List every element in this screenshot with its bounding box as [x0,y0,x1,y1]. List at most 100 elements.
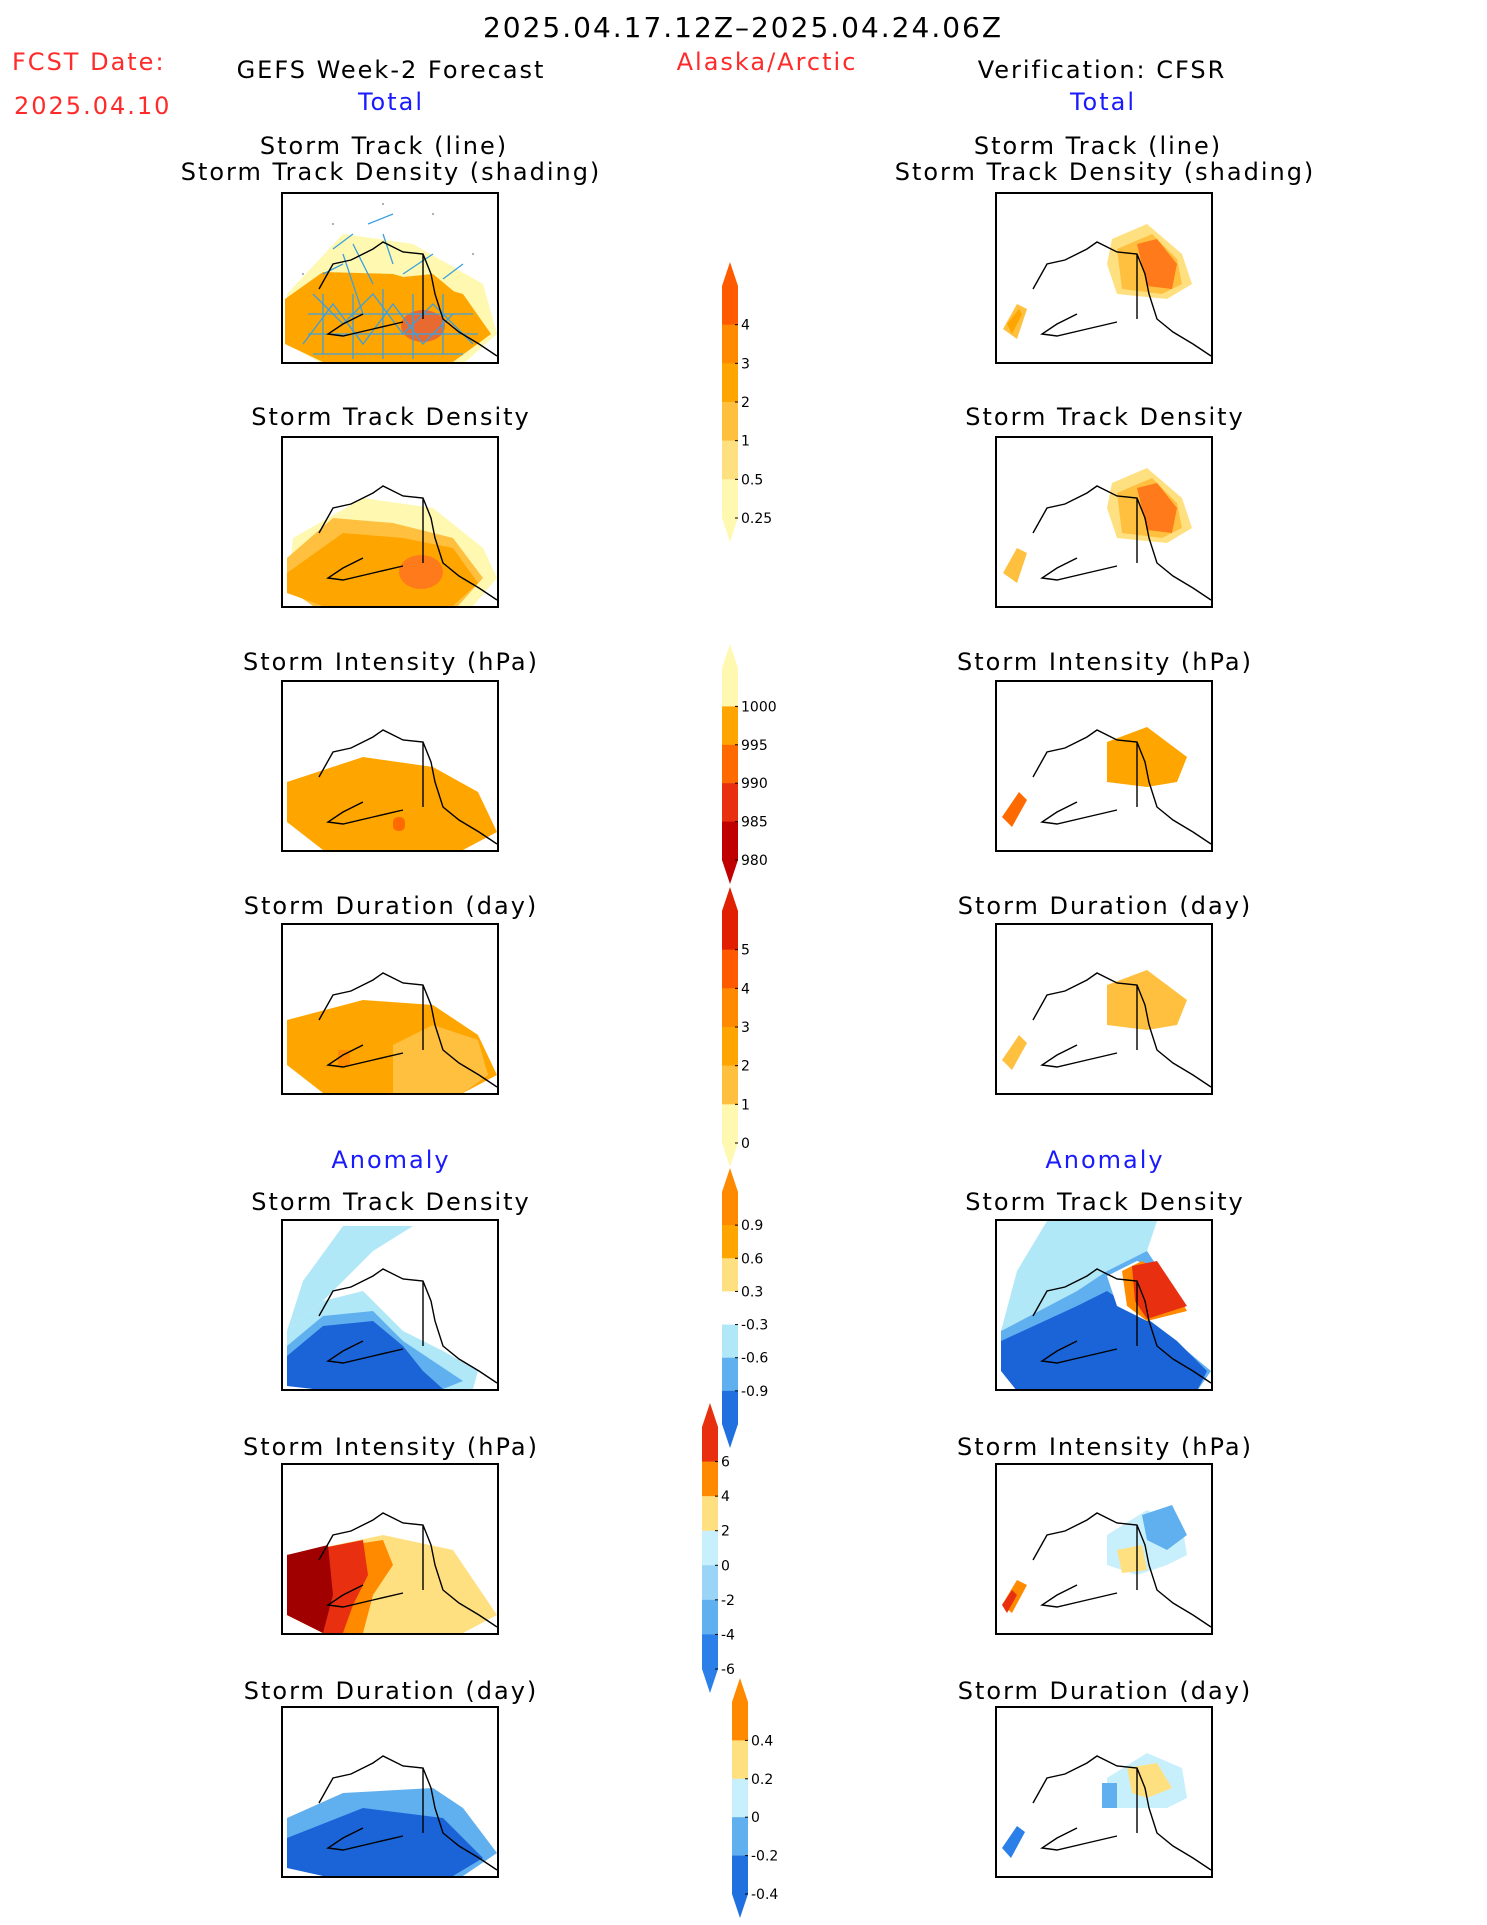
anom_intensity-colorbar-segment [702,1565,718,1601]
left-p5-title: Storm Track Density [251,1188,531,1216]
anom_duration-colorbar-top-arrow [732,1678,748,1702]
density-colorbar-segment [722,363,738,403]
anom_density-colorbar-label: -0.9 [741,1384,768,1400]
anom_intensity-colorbar-segment [702,1634,718,1670]
map-forecast-density [281,436,499,608]
anom_density-colorbar-label: 0.9 [741,1218,763,1234]
right-p5-title: Storm Track Density [965,1188,1245,1216]
density-colorbar-segment [722,286,738,326]
colorbar-intensity: 1000 995 990 985 980 [710,644,830,884]
anom_duration-colorbar-label: 0.2 [751,1772,773,1788]
fcst-date-value: 2025.04.10 [14,92,172,120]
duration-colorbar-segment [722,1104,738,1144]
anom_density-colorbar-segment [722,1324,738,1359]
anom_density-colorbar-label: -0.3 [741,1318,768,1334]
anom_duration-colorbar-label: 0.4 [751,1733,773,1749]
anom_density-colorbar-label: -0.6 [741,1351,768,1367]
map-forecast-intensity [281,680,499,852]
anom_intensity-colorbar-label: 4 [721,1489,730,1505]
anom_density-colorbar-segment [722,1390,738,1425]
anom_density-colorbar-top-arrow [722,1168,738,1192]
anom_duration-colorbar-segment [732,1855,748,1895]
duration-colorbar-label: 2 [741,1059,750,1075]
left-anomaly-heading: Anomaly [331,1146,451,1174]
anom_density-colorbar-label: 0.3 [741,1284,763,1300]
duration-colorbar-label: 4 [741,981,750,997]
left-section-total: Total [357,88,425,116]
left-p6-title: Storm Intensity (hPa) [243,1433,539,1461]
anom_intensity-colorbar-label: 6 [721,1455,730,1471]
left-p3-title: Storm Intensity (hPa) [243,648,539,676]
anom_intensity-colorbar-segment [702,1427,718,1463]
left-p4-title: Storm Duration (day) [243,892,539,920]
intensity-colorbar-label: 980 [741,853,768,869]
density-colorbar-segment [722,479,738,519]
density-colorbar-segment [722,440,738,480]
anom_duration-colorbar-label: -0.2 [751,1849,778,1865]
intensity-colorbar-label: 985 [741,815,768,831]
duration-colorbar-label: 3 [741,1020,750,1036]
density-colorbar-label: 2 [741,395,750,411]
intensity-colorbar-segment [722,706,738,746]
left-p1-title-shading: Storm Track Density (shading) [180,158,602,186]
right-p2-title: Storm Track Density [965,403,1245,431]
right-p6-title: Storm Intensity (hPa) [957,1433,1253,1461]
anom_duration-colorbar-segment [732,1702,748,1741]
left-p7-title: Storm Duration (day) [243,1677,539,1705]
anom_duration-colorbar-segment [732,1740,748,1780]
anom_density-colorbar-bottom-arrow [722,1424,738,1448]
duration-colorbar-segment [722,911,738,951]
anom_intensity-colorbar-label: -4 [721,1627,735,1643]
colorbar-anom-intensity: 6 4 2 0 -2 -4 -6 [690,1403,810,1693]
fcst-date-label: FCST Date: [12,48,166,76]
density-colorbar-label: 4 [741,318,750,334]
duration-colorbar-segment [722,949,738,989]
anom_density-colorbar-label: 0.6 [741,1251,763,1267]
density-colorbar-label: 0.5 [741,472,763,488]
map-verif-intensity [995,680,1213,852]
map-verif-anom-duration [995,1706,1213,1878]
intensity-colorbar-top-arrow [722,644,738,668]
left-p1-title-line: Storm Track (line) [259,132,509,160]
map-verif-track-density [995,192,1213,364]
density-colorbar-label: 3 [741,356,750,372]
duration-colorbar-segment [722,1027,738,1067]
intensity-colorbar-label: 1000 [741,699,777,715]
map-forecast-track-density [281,192,499,364]
anom_intensity-colorbar-bottom-arrow [702,1669,718,1693]
map-verif-duration [995,923,1213,1095]
right-p1-title-line: Storm Track (line) [973,132,1223,160]
anom_duration-colorbar-segment [732,1778,748,1818]
anom_intensity-colorbar-segment [702,1530,718,1566]
map-forecast-duration [281,923,499,1095]
anom_density-colorbar-segment [722,1225,738,1259]
anom_duration-colorbar-bottom-arrow [732,1894,748,1918]
right-title: Verification: CFSR [977,56,1227,84]
duration-colorbar-label: 5 [741,943,750,959]
anom_intensity-colorbar-segment [702,1496,718,1532]
anom_intensity-colorbar-label: 2 [721,1524,730,1540]
colorbar-duration: 5 4 3 2 1 0 [710,887,830,1167]
intensity-colorbar-segment [722,744,738,784]
intensity-colorbar-label: 990 [741,776,768,792]
intensity-colorbar-label: 995 [741,738,768,754]
right-p4-title: Storm Duration (day) [957,892,1253,920]
map-forecast-anom-duration [281,1706,499,1878]
duration-colorbar-bottom-arrow [722,1143,738,1167]
right-anomaly-heading: Anomaly [1045,1146,1165,1174]
anom_density-colorbar-segment [722,1192,738,1226]
date-range-title: 2025.04.17.12Z–2025.04.24.06Z [482,11,1004,44]
duration-colorbar-segment [722,988,738,1028]
density-colorbar-label: 1 [741,434,750,450]
right-p3-title: Storm Intensity (hPa) [957,648,1253,676]
duration-colorbar-top-arrow [722,887,738,911]
anom_intensity-colorbar-label: -6 [721,1662,735,1678]
region-title: Alaska/Arctic [676,48,858,76]
density-colorbar-label: 0.25 [741,511,772,527]
left-p2-title: Storm Track Density [251,403,531,431]
intensity-colorbar-segment [722,668,738,707]
map-verif-anom-intensity [995,1463,1213,1635]
anom_intensity-colorbar-segment [702,1461,718,1497]
intensity-colorbar-bottom-arrow [722,860,738,884]
density-colorbar-top-arrow [722,262,738,286]
